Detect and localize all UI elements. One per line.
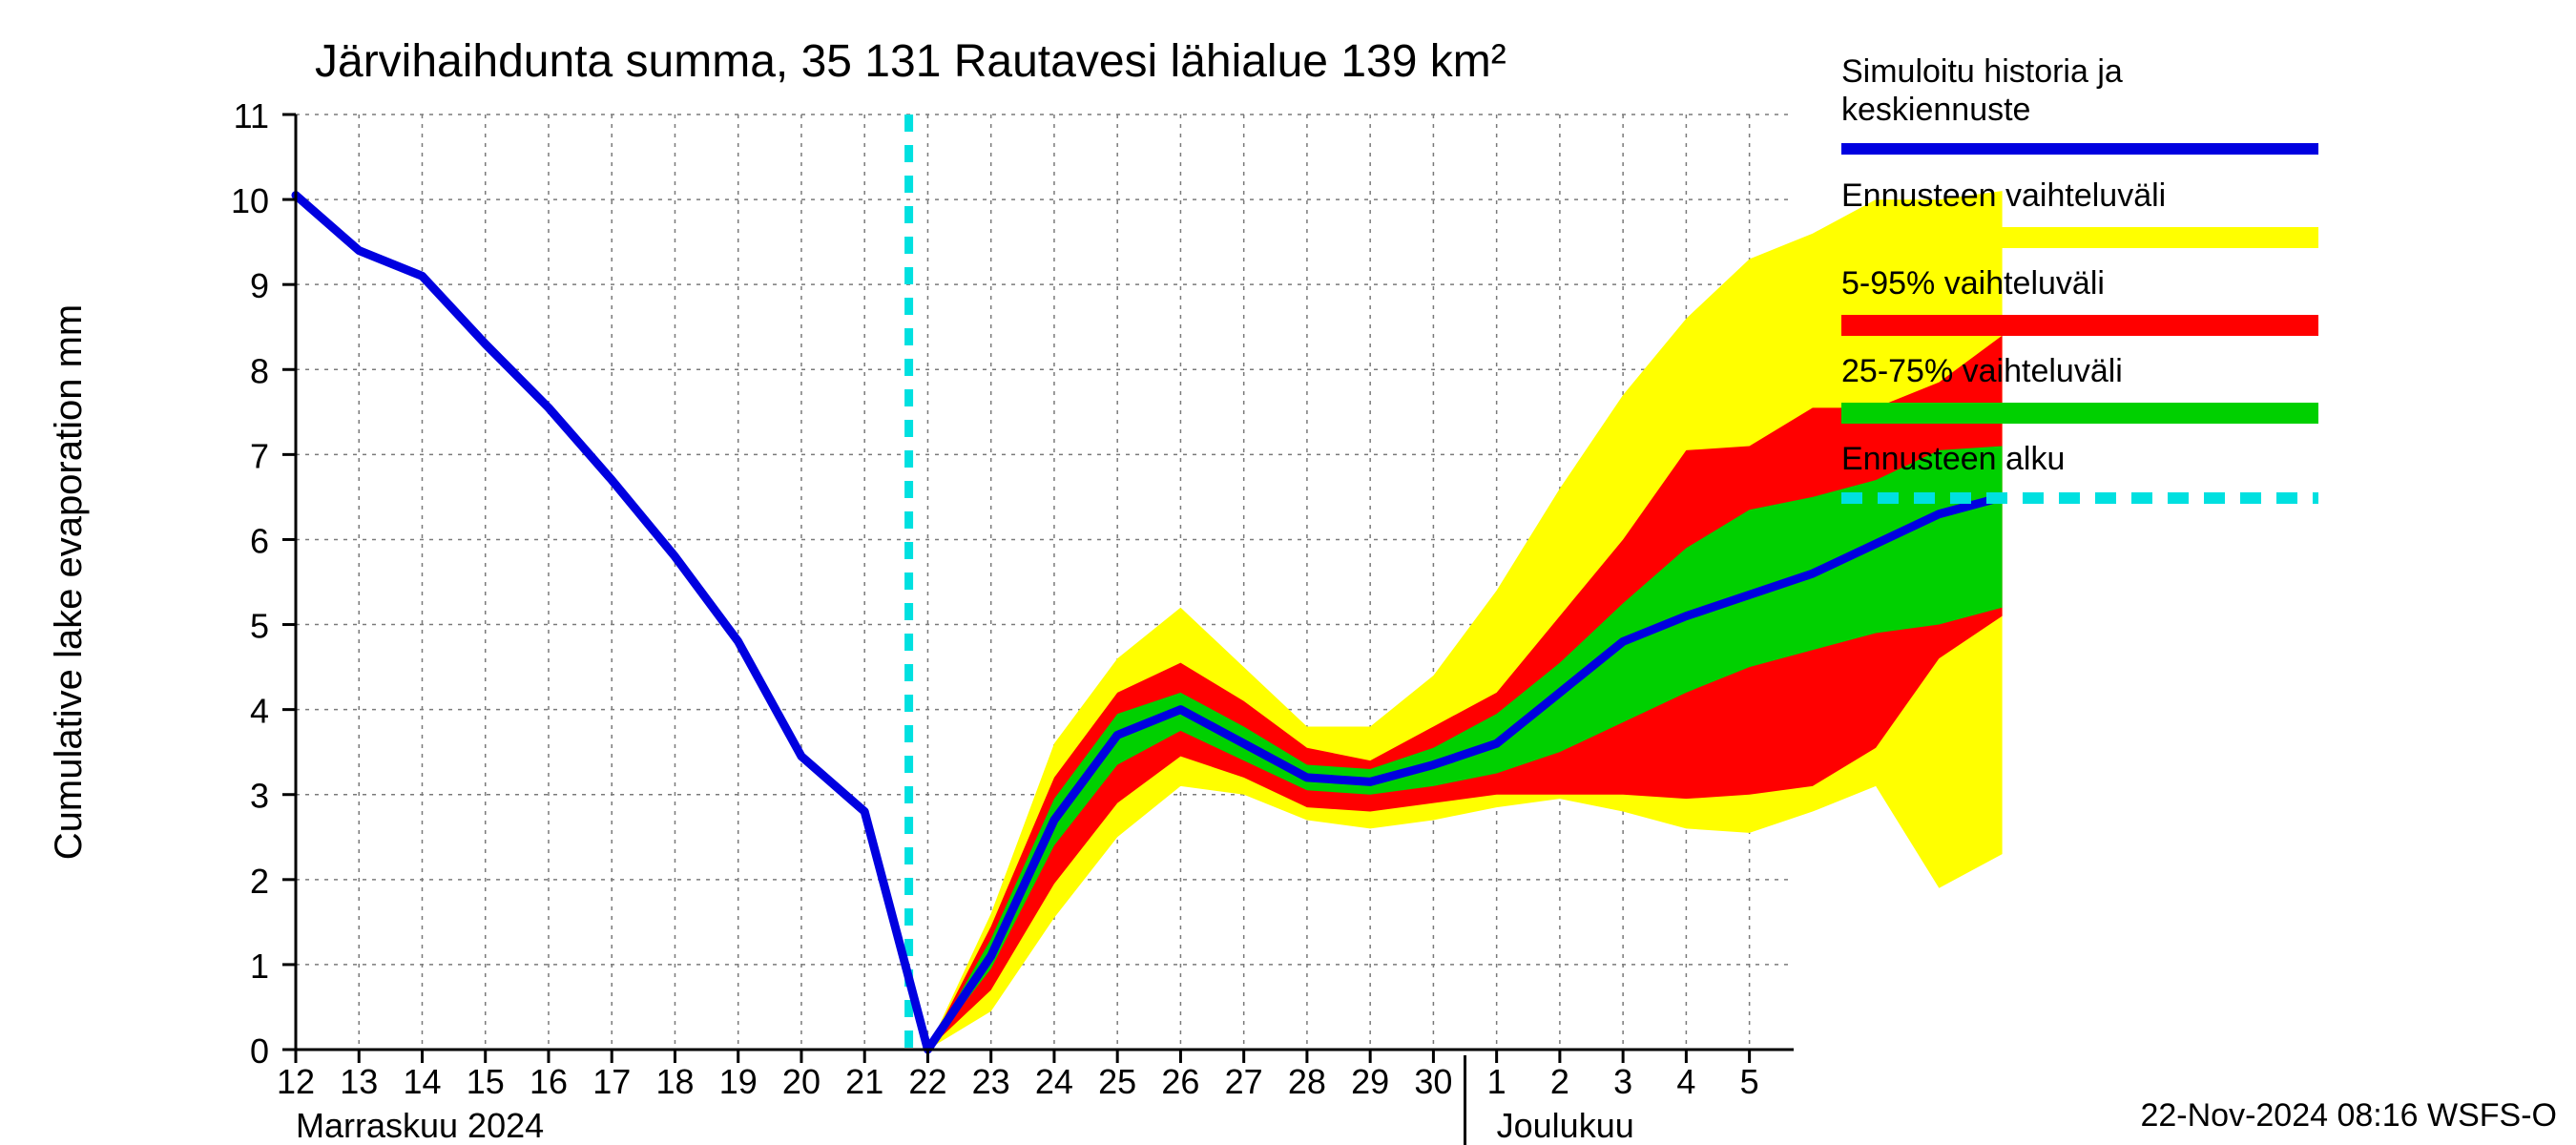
x-tick-label: 28 [1288, 1062, 1326, 1101]
month-label-fi: Marraskuu 2024 [296, 1106, 544, 1145]
x-tick-label: 21 [845, 1062, 883, 1101]
y-tick-label: 1 [250, 947, 269, 986]
x-tick-label: 29 [1351, 1062, 1389, 1101]
x-tick-label: 17 [592, 1062, 631, 1101]
legend-swatch [1841, 227, 2318, 248]
legend-swatch [1841, 403, 2318, 424]
x-tick-label: 2 [1550, 1062, 1569, 1101]
legend-label: Ennusteen alku [1841, 441, 2065, 477]
x-tick-label: 12 [277, 1062, 315, 1101]
x-tick-label: 25 [1098, 1062, 1136, 1101]
chart-svg: 0123456789101112131415161718192021222324… [0, 0, 2576, 1145]
x-tick-label: 22 [908, 1062, 946, 1101]
x-tick-label: 27 [1225, 1062, 1263, 1101]
chart-container: 0123456789101112131415161718192021222324… [0, 0, 2576, 1145]
legend-swatch [1841, 315, 2318, 336]
x-tick-label: 30 [1414, 1062, 1452, 1101]
x-tick-label: 16 [530, 1062, 568, 1101]
legend-label: keskiennuste [1841, 92, 2030, 128]
y-tick-label: 5 [250, 607, 269, 646]
y-tick-label: 6 [250, 521, 269, 560]
y-axis-label: Cumulative lake evaporation mm [48, 304, 90, 860]
x-tick-label: 3 [1613, 1062, 1632, 1101]
x-tick-label: 18 [655, 1062, 694, 1101]
x-tick-label: 15 [467, 1062, 505, 1101]
legend-label: 25-75% vaihteluväli [1841, 353, 2123, 389]
x-tick-label: 4 [1676, 1062, 1695, 1101]
x-tick-label: 20 [782, 1062, 821, 1101]
x-tick-label: 19 [719, 1062, 758, 1101]
y-tick-label: 7 [250, 436, 269, 475]
y-tick-label: 2 [250, 862, 269, 901]
x-tick-label: 5 [1740, 1062, 1759, 1101]
legend-label: Simuloitu historia ja [1841, 53, 2123, 90]
x-tick-label: 24 [1035, 1062, 1073, 1101]
y-tick-label: 4 [250, 692, 269, 731]
x-tick-label: 26 [1161, 1062, 1199, 1101]
x-tick-label: 13 [340, 1062, 378, 1101]
legend-label: 5-95% vaihteluväli [1841, 265, 2105, 302]
y-tick-label: 10 [231, 181, 269, 220]
y-tick-label: 3 [250, 777, 269, 816]
legend-label: Ennusteen vaihteluväli [1841, 177, 2166, 214]
month-label-fi: Joulukuu [1497, 1106, 1634, 1145]
y-tick-label: 0 [250, 1031, 269, 1071]
footer-timestamp: 22-Nov-2024 08:16 WSFS-O [2140, 1097, 2557, 1134]
x-tick-label: 1 [1487, 1062, 1506, 1101]
y-tick-label: 9 [250, 266, 269, 305]
y-tick-label: 8 [250, 351, 269, 390]
y-tick-label: 11 [234, 96, 269, 135]
x-tick-label: 14 [403, 1062, 441, 1101]
x-tick-label: 23 [972, 1062, 1010, 1101]
chart-title: Järvihaihdunta summa, 35 131 Rautavesi l… [315, 36, 1506, 87]
